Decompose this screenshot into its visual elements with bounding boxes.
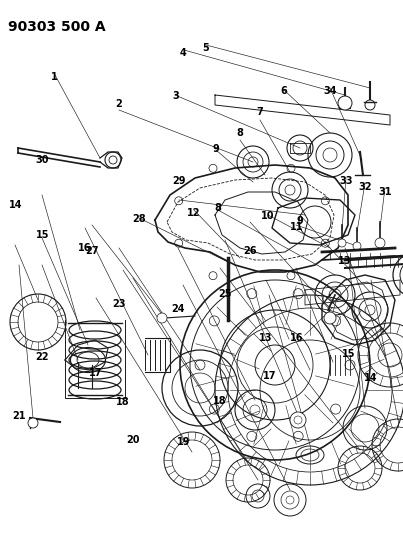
Text: 16: 16	[78, 243, 91, 253]
Circle shape	[353, 242, 361, 250]
Text: 8: 8	[214, 203, 221, 213]
Text: 17: 17	[262, 371, 276, 381]
Text: 31: 31	[378, 187, 392, 197]
Text: 4: 4	[180, 49, 187, 58]
Text: 5: 5	[202, 43, 209, 53]
Text: 24: 24	[171, 304, 185, 314]
Text: 20: 20	[126, 435, 140, 445]
Text: 26: 26	[243, 246, 257, 255]
Text: 14: 14	[8, 200, 22, 210]
Circle shape	[365, 100, 375, 110]
Circle shape	[28, 418, 38, 428]
Text: 29: 29	[172, 176, 186, 186]
Text: 17: 17	[89, 368, 103, 378]
Text: 19: 19	[177, 438, 190, 447]
Text: 25: 25	[218, 289, 232, 299]
Text: 10: 10	[261, 211, 275, 221]
Circle shape	[290, 412, 306, 428]
Text: 8: 8	[236, 128, 243, 138]
Text: 34: 34	[323, 86, 337, 95]
Text: 33: 33	[339, 176, 353, 186]
Text: 18: 18	[213, 396, 226, 406]
Text: 23: 23	[112, 299, 126, 309]
Text: 13: 13	[338, 256, 351, 266]
Text: 11: 11	[289, 222, 303, 231]
Text: 28: 28	[132, 214, 146, 223]
Circle shape	[324, 312, 336, 324]
Text: 6: 6	[281, 86, 287, 95]
Text: 30: 30	[35, 155, 49, 165]
Text: 22: 22	[35, 352, 49, 362]
Circle shape	[338, 239, 346, 247]
Text: 13: 13	[259, 334, 273, 343]
Text: 2: 2	[116, 99, 122, 109]
Circle shape	[338, 96, 352, 110]
Text: 16: 16	[289, 334, 303, 343]
Text: 12: 12	[187, 208, 200, 218]
Text: 21: 21	[12, 411, 26, 421]
Text: 15: 15	[35, 230, 49, 239]
Text: 3: 3	[172, 91, 179, 101]
Text: 7: 7	[257, 107, 263, 117]
Text: 1: 1	[51, 72, 58, 82]
Text: 14: 14	[364, 374, 378, 383]
Circle shape	[157, 313, 167, 323]
Text: 15: 15	[342, 350, 355, 359]
Circle shape	[375, 238, 385, 248]
Text: 32: 32	[358, 182, 372, 191]
Text: 18: 18	[116, 398, 130, 407]
Text: 27: 27	[85, 246, 99, 255]
Text: 9: 9	[297, 216, 303, 226]
Text: 9: 9	[212, 144, 219, 154]
Text: 90303 500 A: 90303 500 A	[8, 20, 106, 34]
